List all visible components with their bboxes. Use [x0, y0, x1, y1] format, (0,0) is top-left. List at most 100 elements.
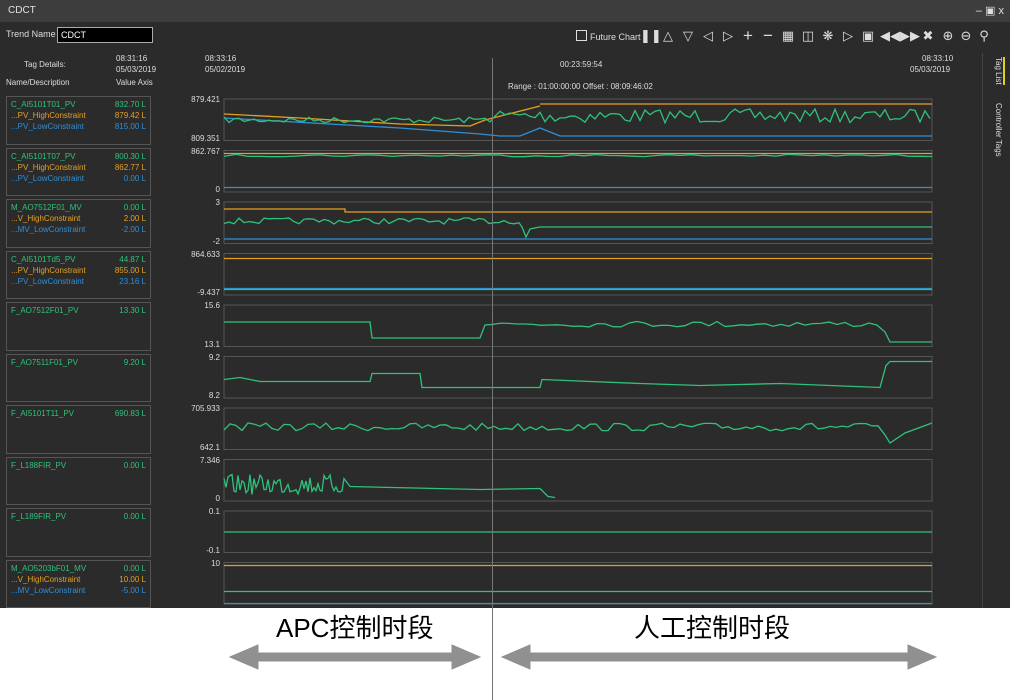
tag-name[interactable]: F_L189FIR_PV: [11, 512, 67, 521]
save-icon[interactable]: ▦: [781, 28, 795, 43]
y-axis-max: 10: [211, 558, 220, 568]
tag-value: 9.20 L: [123, 357, 146, 367]
export-icon[interactable]: ◫: [801, 28, 815, 43]
tag-value: -2.00 L: [121, 225, 146, 234]
y-axis-min: -9.437: [197, 288, 220, 297]
value-axis-label: Value Axis: [116, 78, 153, 87]
tag-name[interactable]: C_AI5101T07_PV: [11, 151, 76, 161]
start-time: 08:31:16: [116, 54, 148, 63]
title-bar: CDCT – ▣ x: [0, 0, 1010, 22]
tag-value: 690.83 L: [114, 409, 146, 418]
trend-frame: [223, 356, 933, 399]
tag-name[interactable]: ...MV_LowConstraint: [11, 225, 86, 234]
manual-period-label: 人工控制时段: [634, 613, 791, 643]
y-axis-max: 0.1: [208, 507, 220, 516]
triangle-up-icon[interactable]: △: [663, 28, 673, 43]
tab-tag-list[interactable]: Tag List: [985, 57, 1005, 85]
future-chart-checkbox[interactable]: Future Chart: [576, 30, 641, 42]
tag-group-3[interactable]: C_AI5101Td5_PV 44.87 L ...PV_HighConstrain…: [6, 250, 151, 299]
tag-group-1[interactable]: C_AI5101T07_PV 800.30 L ...PV_HighConstrai…: [6, 147, 151, 196]
y-axis-max: 864.633: [191, 249, 220, 259]
tag-name[interactable]: M_AO7512F01_MV: [11, 203, 82, 212]
end-time: 08:33:10: [922, 54, 954, 63]
fit-icon[interactable]: ▣: [861, 28, 875, 43]
zoom-out-icon[interactable]: ⊖: [960, 28, 972, 43]
tag-value: 862.77 L: [114, 162, 146, 172]
tag-name[interactable]: ...V_HighConstraint: [11, 574, 81, 584]
range-offset: Range : 01:00:00:00 Offset : 08:09:46:02: [508, 82, 653, 91]
triangle-down-icon[interactable]: ▽: [683, 28, 693, 43]
pv-line: [223, 360, 932, 389]
tag-name[interactable]: C_AI5101Td5_PV: [11, 254, 76, 264]
trend-frame: [223, 304, 933, 347]
tag-name[interactable]: F_AI5101T11_PV: [11, 409, 75, 418]
tag-group-2[interactable]: M_AO7512F01_MV 0.00 L ...V_HighConstraint 2…: [6, 199, 151, 248]
tag-value: 13.30 L: [119, 306, 146, 315]
tag-icon[interactable]: ▷: [843, 28, 853, 43]
y-axis-min: 0: [215, 185, 220, 194]
fast-forward-icon[interactable]: ▶▶: [900, 28, 920, 43]
tag-group-8[interactable]: F_L189FIR_PV 0.00 L: [6, 508, 151, 557]
tag-name[interactable]: ...PV_HighConstraint: [11, 111, 86, 120]
pv-line: [223, 217, 932, 239]
trend-frame: [223, 150, 933, 193]
future-chart-label: Future Chart: [590, 32, 641, 42]
tag-details-label: Tag Details:: [24, 60, 66, 69]
tag-group-6[interactable]: F_AI5101T11_PV 690.83 L: [6, 405, 151, 454]
window-title: CDCT: [8, 5, 36, 16]
window-controls[interactable]: – ▣ x: [975, 5, 1004, 17]
trend-name-input[interactable]: CDCT: [57, 27, 153, 43]
tag-value: 2.00 L: [123, 214, 146, 223]
tag-name[interactable]: ...PV_HighConstraint: [11, 162, 86, 172]
high-constraint-line: [224, 208, 932, 213]
tag-group-5[interactable]: F_AO7511F01_PV 9.20 L: [6, 353, 151, 402]
tab-controller-tags[interactable]: Controller Tags: [994, 103, 1003, 157]
cursor-time: 00:23:59:54: [560, 60, 603, 69]
tag-name[interactable]: F_L188FIR_PV: [11, 460, 67, 470]
cursor-line[interactable]: [492, 58, 493, 700]
y-axis-max: 9.2: [208, 352, 220, 362]
side-tabs: Tag List Controller Tags: [982, 53, 1005, 608]
tag-name[interactable]: F_AO7512F01_PV: [11, 306, 79, 315]
tag-name[interactable]: ...MV_LowConstraint: [11, 585, 86, 595]
tag-group-7[interactable]: F_L188FIR_PV 0.00 L: [6, 456, 151, 505]
tag-group-4[interactable]: F_AO7512F01_PV 13.30 L: [6, 302, 151, 351]
name-desc-label: Name/Description: [6, 78, 70, 87]
y-axis-min: 13.1: [204, 339, 220, 349]
scroll-right-icon[interactable]: ▷: [723, 28, 733, 43]
tag-value: 879.42 L: [114, 111, 146, 120]
trend-frame: [223, 562, 933, 605]
tag-name[interactable]: ...V_HighConstraint: [11, 214, 81, 223]
trend-plot-area[interactable]: [0, 0, 1010, 608]
plot-start-time: 08:33:16: [205, 54, 237, 63]
y-axis-max: 862.767: [191, 146, 220, 156]
close-tools-icon[interactable]: ✖: [922, 28, 934, 43]
pv-line: [224, 320, 932, 343]
y-axis-max: 15.6: [204, 301, 220, 310]
tag-name[interactable]: ...PV_HighConstraint: [11, 265, 86, 275]
pv-line: [223, 107, 931, 125]
palette-icon[interactable]: ❋: [822, 28, 834, 43]
remove-icon[interactable]: −: [763, 26, 773, 45]
toolbar: Trend Name CDCT Future Chart ❚❚ △ ▽ ◁ ▷ …: [0, 22, 1010, 50]
tag-group-9[interactable]: M_AO5203bF01_MV 0.00 L ...V_HighConstraint…: [6, 559, 151, 608]
tag-name[interactable]: C_AI5101T01_PV: [11, 100, 76, 109]
tag-value: 0.00 L: [123, 460, 146, 470]
scroll-left-icon[interactable]: ◁: [703, 28, 713, 43]
tag-name[interactable]: F_AO7511F01_PV: [11, 357, 79, 367]
tag-name[interactable]: ...PV_LowConstraint: [11, 173, 84, 183]
tag-name[interactable]: M_AO5203bF01_MV: [11, 563, 87, 573]
tag-value: 0.00 L: [123, 563, 146, 573]
trend-window: CDCT – ▣ x Trend Name CDCT Future Chart …: [0, 0, 1010, 608]
trend-frame: [223, 459, 933, 502]
add-icon[interactable]: +: [743, 26, 753, 45]
tag-value: -5.00 L: [121, 585, 146, 595]
tag-group-0[interactable]: C_AI5101T01_PV 832.70 L ...PV_HighConstrai…: [6, 96, 151, 145]
rewind-icon[interactable]: ◀◀: [880, 28, 900, 43]
y-axis-min: 809.351: [191, 133, 220, 143]
tag-name[interactable]: ...PV_LowConstraint: [11, 122, 84, 131]
tag-name[interactable]: ...PV_LowConstraint: [11, 276, 84, 286]
search-icon[interactable]: ⚲: [979, 28, 989, 43]
zoom-in-icon[interactable]: ⊕: [942, 28, 954, 43]
tag-value: 44.87 L: [119, 254, 146, 264]
